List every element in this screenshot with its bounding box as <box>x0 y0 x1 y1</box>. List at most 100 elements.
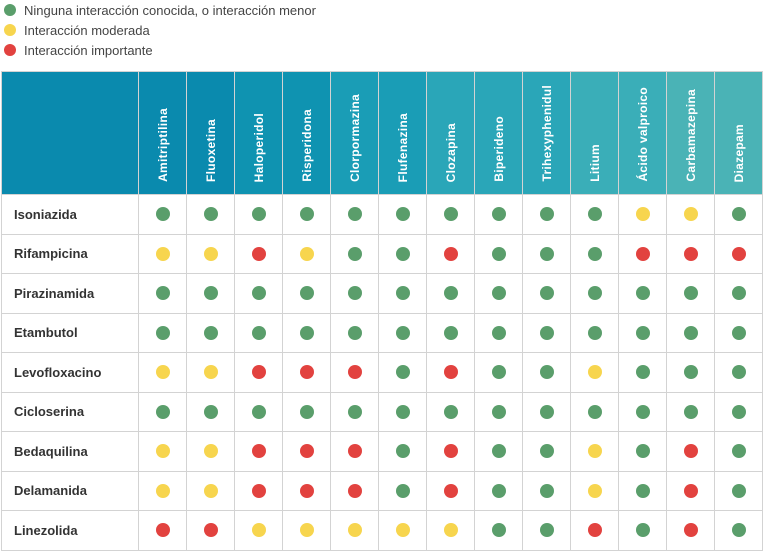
green-dot-icon <box>731 286 746 301</box>
interaction-cell <box>426 470 475 511</box>
interaction-cell <box>330 312 379 353</box>
yellow-dot-icon <box>251 523 266 538</box>
interaction-cell <box>570 470 619 511</box>
interaction-cell <box>426 273 475 314</box>
interaction-cell <box>714 510 763 551</box>
green-dot-icon <box>587 246 602 261</box>
column-header: Carbamazepina <box>666 71 715 195</box>
green-dot-icon <box>635 365 650 380</box>
interaction-cell <box>282 352 331 393</box>
interaction-cell <box>234 431 283 472</box>
interaction-cell <box>474 391 523 432</box>
green-dot-icon <box>731 365 746 380</box>
red-dot-icon <box>347 483 362 498</box>
legend: Ninguna interacción conocida, o interacc… <box>0 0 316 60</box>
interaction-cell <box>138 233 187 274</box>
red-dot-icon <box>443 483 458 498</box>
interaction-cell <box>234 233 283 274</box>
green-dot-icon <box>155 286 170 301</box>
interaction-cell <box>522 194 571 235</box>
interaction-cell <box>666 194 715 235</box>
column-label: Ácido valproico <box>635 87 650 182</box>
table-row: Linezolida <box>1 510 763 551</box>
red-dot-icon <box>587 523 602 538</box>
interaction-cell <box>234 312 283 353</box>
interaction-cell <box>282 233 331 274</box>
green-dot-icon <box>395 365 410 380</box>
row-label: Rifampicina <box>1 233 139 274</box>
interaction-cell <box>186 391 235 432</box>
green-dot-icon <box>731 404 746 419</box>
row-label: Linezolida <box>1 510 139 551</box>
column-label: Clorpormazina <box>347 94 362 182</box>
red-dot-icon <box>347 365 362 380</box>
interaction-cell <box>138 431 187 472</box>
green-dot-icon <box>395 483 410 498</box>
legend-label: Interacción importante <box>24 42 153 58</box>
column-header: Trihexyphenidul <box>522 71 571 195</box>
interaction-cell <box>282 510 331 551</box>
interaction-cell <box>474 312 523 353</box>
interaction-cell <box>522 273 571 314</box>
interaction-cell <box>378 273 427 314</box>
green-dot-icon <box>731 207 746 222</box>
red-dot-icon <box>251 246 266 261</box>
red-dot-icon <box>731 246 746 261</box>
green-dot-icon <box>299 286 314 301</box>
interaction-cell <box>522 391 571 432</box>
interaction-cell <box>666 312 715 353</box>
green-dot-icon <box>491 325 506 340</box>
interaction-cell <box>714 431 763 472</box>
yellow-dot-icon <box>4 24 16 36</box>
green-dot-icon <box>491 483 506 498</box>
green-dot-icon <box>635 325 650 340</box>
green-dot-icon <box>347 404 362 419</box>
interaction-cell <box>282 470 331 511</box>
column-header: Haloperidol <box>234 71 283 195</box>
interaction-cell <box>618 233 667 274</box>
green-dot-icon <box>203 207 218 222</box>
interaction-cell <box>570 510 619 551</box>
green-dot-icon <box>587 207 602 222</box>
red-dot-icon <box>683 444 698 459</box>
interaction-cell <box>234 510 283 551</box>
interaction-cell <box>474 233 523 274</box>
green-dot-icon <box>491 246 506 261</box>
yellow-dot-icon <box>203 365 218 380</box>
interaction-cell <box>330 194 379 235</box>
green-dot-icon <box>683 325 698 340</box>
interaction-cell <box>618 391 667 432</box>
column-header: Ácido valproico <box>618 71 667 195</box>
green-dot-icon <box>539 207 554 222</box>
yellow-dot-icon <box>635 207 650 222</box>
yellow-dot-icon <box>155 444 170 459</box>
interaction-cell <box>570 352 619 393</box>
interaction-cell <box>426 312 475 353</box>
green-dot-icon <box>155 325 170 340</box>
interaction-cell <box>570 391 619 432</box>
row-label: Bedaquilina <box>1 431 139 472</box>
green-dot-icon <box>539 246 554 261</box>
red-dot-icon <box>4 44 16 56</box>
interaction-cell <box>282 194 331 235</box>
green-dot-icon <box>203 286 218 301</box>
column-label: Biperideno <box>491 116 506 182</box>
interaction-cell <box>138 273 187 314</box>
legend-item-moderate: Interacción moderada <box>0 20 316 40</box>
row-label: Delamanida <box>1 470 139 511</box>
interaction-cell <box>138 352 187 393</box>
legend-label: Ninguna interacción conocida, o interacc… <box>24 2 316 18</box>
green-dot-icon <box>299 404 314 419</box>
interaction-cell <box>282 391 331 432</box>
red-dot-icon <box>683 483 698 498</box>
interaction-cell <box>330 273 379 314</box>
green-dot-icon <box>251 207 266 222</box>
interaction-cell <box>282 312 331 353</box>
red-dot-icon <box>443 365 458 380</box>
yellow-dot-icon <box>203 444 218 459</box>
yellow-dot-icon <box>347 523 362 538</box>
interaction-cell <box>426 352 475 393</box>
red-dot-icon <box>155 523 170 538</box>
green-dot-icon <box>491 365 506 380</box>
interaction-cell <box>378 470 427 511</box>
